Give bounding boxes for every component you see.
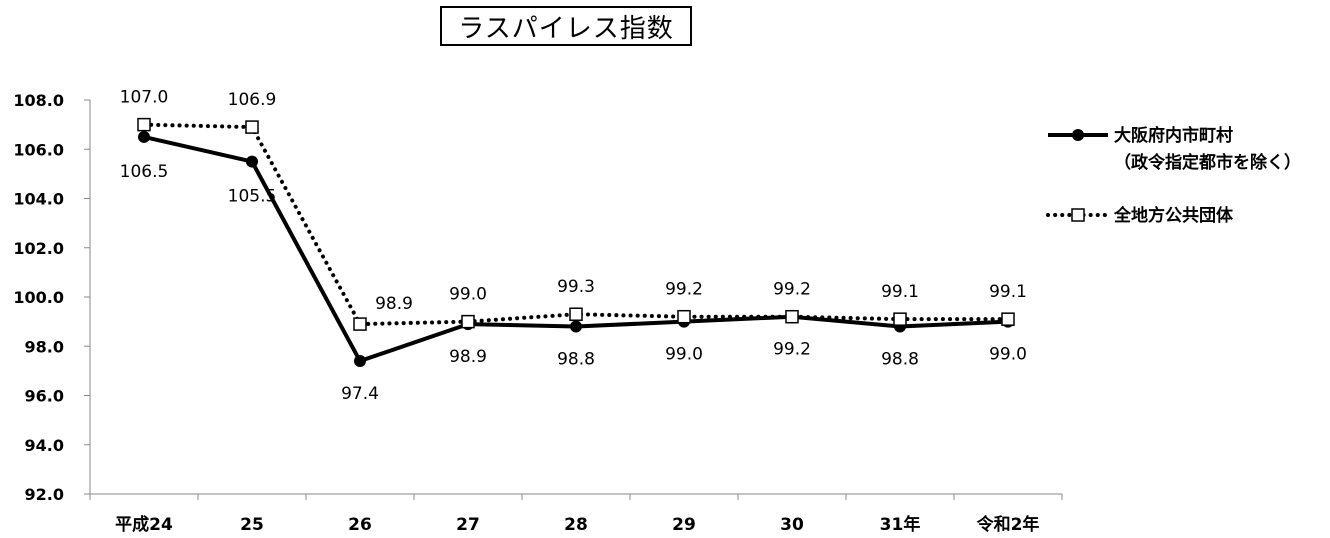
- y-tick-label: 108.0: [13, 91, 64, 110]
- y-tick-label: 104.0: [13, 190, 64, 209]
- data-label-all-local-governments: 98.9: [375, 294, 413, 314]
- y-tick-label: 92.0: [25, 485, 64, 504]
- point-all-local-governments: [461, 314, 475, 329]
- data-label-osaka-municipalities: 98.8: [881, 350, 919, 370]
- point-all-local-governments: [785, 309, 799, 324]
- data-label-all-local-governments: 99.2: [773, 280, 811, 300]
- point-all-local-governments: [1001, 312, 1015, 326]
- x-tick-label: 31年: [880, 514, 921, 534]
- legend-label-all-local-governments: 全地方公共団体: [1113, 205, 1234, 226]
- legend-marker-all-local-governments: [1071, 208, 1085, 222]
- data-label-all-local-governments: 99.1: [989, 282, 1027, 302]
- data-label-osaka-municipalities: 99.2: [773, 340, 811, 360]
- point-osaka-municipalities: [246, 155, 258, 168]
- point-all-local-governments: [893, 312, 907, 326]
- chart-title: ラスパイレス指数: [440, 6, 692, 46]
- data-label-all-local-governments: 107.0: [120, 88, 169, 108]
- legend-label-osaka-municipalities: 大阪府内市町村: [1114, 125, 1233, 146]
- data-label-osaka-municipalities: 105.5: [228, 187, 277, 207]
- legend-label-osaka-municipalities: （政令指定都市を除く）: [1114, 152, 1301, 173]
- data-label-osaka-municipalities: 98.9: [449, 347, 487, 367]
- data-label-all-local-governments: 99.3: [557, 277, 595, 297]
- point-all-local-governments: [245, 120, 259, 134]
- data-label-all-local-governments: 106.9: [228, 90, 277, 110]
- point-osaka-municipalities: [138, 130, 150, 143]
- data-label-all-local-governments: 99.0: [449, 285, 487, 305]
- point-all-local-governments: [353, 317, 367, 331]
- y-tick-label: 106.0: [13, 140, 64, 159]
- data-label-osaka-municipalities: 106.5: [120, 162, 169, 182]
- x-tick-label: 令和2年: [977, 514, 1040, 534]
- point-osaka-municipalities: [570, 320, 582, 333]
- x-tick-label: 平成24: [115, 514, 173, 534]
- x-tick-label: 29: [672, 515, 696, 534]
- data-label-all-local-governments: 99.1: [881, 282, 919, 302]
- y-tick-label: 98.0: [25, 337, 64, 356]
- point-all-local-governments: [569, 307, 583, 321]
- y-tick-label: 96.0: [25, 387, 64, 406]
- data-label-all-local-governments: 99.2: [665, 280, 703, 300]
- data-label-osaka-municipalities: 98.8: [557, 350, 595, 370]
- x-tick-label: 27: [456, 515, 480, 534]
- y-tick-label: 94.0: [25, 436, 64, 455]
- x-tick-label: 26: [348, 515, 372, 534]
- y-tick-label: 100.0: [13, 288, 64, 307]
- series-line-all-local-governments: [142, 122, 1010, 327]
- point-osaka-municipalities: [354, 355, 366, 368]
- data-label-osaka-municipalities: 97.4: [341, 384, 379, 404]
- x-tick-label: 28: [564, 515, 588, 534]
- point-all-local-governments: [137, 117, 151, 132]
- x-tick-label: 30: [780, 515, 804, 534]
- data-label-osaka-municipalities: 99.0: [665, 345, 703, 365]
- data-label-osaka-municipalities: 99.0: [989, 345, 1027, 365]
- legend-marker-osaka-municipalities: [1072, 129, 1084, 141]
- x-tick-label: 25: [240, 515, 264, 534]
- y-tick-label: 102.0: [13, 239, 64, 258]
- point-all-local-governments: [677, 309, 691, 324]
